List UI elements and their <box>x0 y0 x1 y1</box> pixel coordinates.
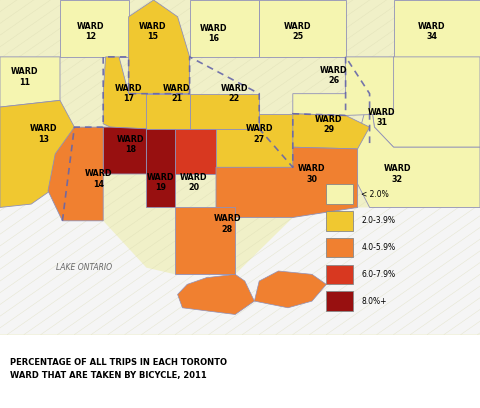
Text: WARD
32: WARD 32 <box>384 164 411 184</box>
Polygon shape <box>0 100 74 207</box>
Text: WARD
31: WARD 31 <box>368 108 396 127</box>
Polygon shape <box>355 94 480 207</box>
Text: 6.0-7.9%: 6.0-7.9% <box>361 270 396 279</box>
Text: WARD
15: WARD 15 <box>139 22 167 42</box>
FancyBboxPatch shape <box>326 265 353 284</box>
Polygon shape <box>103 57 146 129</box>
FancyBboxPatch shape <box>326 238 353 257</box>
Polygon shape <box>370 57 480 147</box>
Text: 2.0-3.9%: 2.0-3.9% <box>361 216 396 225</box>
Polygon shape <box>175 207 235 274</box>
Text: WARD
13: WARD 13 <box>29 124 57 144</box>
Text: WARD
28: WARD 28 <box>213 215 241 234</box>
Polygon shape <box>175 129 216 174</box>
Polygon shape <box>293 57 394 115</box>
Text: WARD
19: WARD 19 <box>147 173 175 192</box>
Polygon shape <box>0 191 480 335</box>
Text: WARD
11: WARD 11 <box>11 67 39 86</box>
Polygon shape <box>216 114 293 167</box>
Text: WARD
29: WARD 29 <box>315 115 343 134</box>
Text: PERCENTAGE OF ALL TRIPS IN EACH TORONTO
WARD THAT ARE TAKEN BY BICYCLE, 2011: PERCENTAGE OF ALL TRIPS IN EACH TORONTO … <box>10 359 227 380</box>
FancyBboxPatch shape <box>326 211 353 231</box>
FancyBboxPatch shape <box>326 184 353 204</box>
Polygon shape <box>146 129 175 207</box>
Polygon shape <box>293 114 370 149</box>
Text: WARD
25: WARD 25 <box>284 22 312 42</box>
Text: 8.0%+: 8.0%+ <box>361 297 387 306</box>
Polygon shape <box>0 57 60 107</box>
Polygon shape <box>254 271 326 308</box>
Polygon shape <box>259 0 346 57</box>
Polygon shape <box>0 0 480 335</box>
Polygon shape <box>103 127 146 174</box>
Text: LAKE ONTARIO: LAKE ONTARIO <box>56 263 112 272</box>
Text: WARD
12: WARD 12 <box>76 22 104 42</box>
Text: WARD
17: WARD 17 <box>115 84 143 103</box>
Polygon shape <box>129 0 190 94</box>
Polygon shape <box>48 127 103 221</box>
Polygon shape <box>190 94 259 129</box>
Text: WARD
30: WARD 30 <box>298 164 326 184</box>
Polygon shape <box>394 0 480 57</box>
Text: WARD
27: WARD 27 <box>245 124 273 144</box>
Text: 4.0-5.9%: 4.0-5.9% <box>361 243 396 252</box>
Polygon shape <box>178 274 254 315</box>
Text: WARD
20: WARD 20 <box>180 173 207 192</box>
Polygon shape <box>216 147 358 217</box>
Text: WARD
21: WARD 21 <box>163 84 191 103</box>
Polygon shape <box>146 94 190 129</box>
FancyBboxPatch shape <box>326 291 353 311</box>
Polygon shape <box>60 0 129 57</box>
Polygon shape <box>190 0 259 57</box>
Text: WARD
22: WARD 22 <box>220 84 248 103</box>
Text: WARD
14: WARD 14 <box>84 169 112 188</box>
Text: WARD
16: WARD 16 <box>200 24 228 43</box>
Text: WARD
34: WARD 34 <box>418 22 446 42</box>
Text: WARD
26: WARD 26 <box>320 66 348 85</box>
Text: < 2.0%: < 2.0% <box>361 190 389 199</box>
Text: WARD
18: WARD 18 <box>117 135 144 154</box>
